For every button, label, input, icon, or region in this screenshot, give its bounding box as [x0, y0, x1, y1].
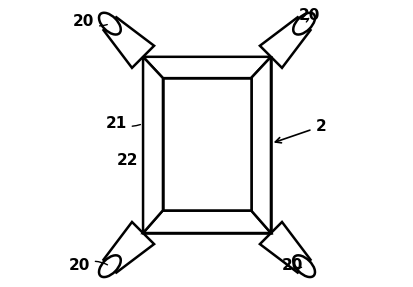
Text: 21: 21 [105, 116, 140, 131]
Text: 20: 20 [73, 14, 107, 29]
Polygon shape [103, 17, 154, 68]
Ellipse shape [99, 13, 121, 34]
Ellipse shape [292, 13, 314, 34]
Polygon shape [259, 222, 310, 273]
Bar [143, 57, 270, 233]
Bar [163, 78, 250, 210]
Text: 20: 20 [68, 258, 107, 273]
Polygon shape [143, 57, 163, 233]
Ellipse shape [99, 255, 121, 277]
Polygon shape [259, 17, 310, 68]
Ellipse shape [292, 255, 314, 277]
Text: 22: 22 [116, 146, 165, 168]
Text: 2: 2 [275, 119, 325, 143]
Polygon shape [143, 210, 270, 233]
Polygon shape [250, 57, 270, 233]
Text: 20: 20 [298, 8, 319, 23]
Polygon shape [103, 222, 154, 273]
Polygon shape [143, 57, 270, 78]
Text: 20: 20 [281, 258, 302, 273]
Bar [163, 78, 250, 210]
